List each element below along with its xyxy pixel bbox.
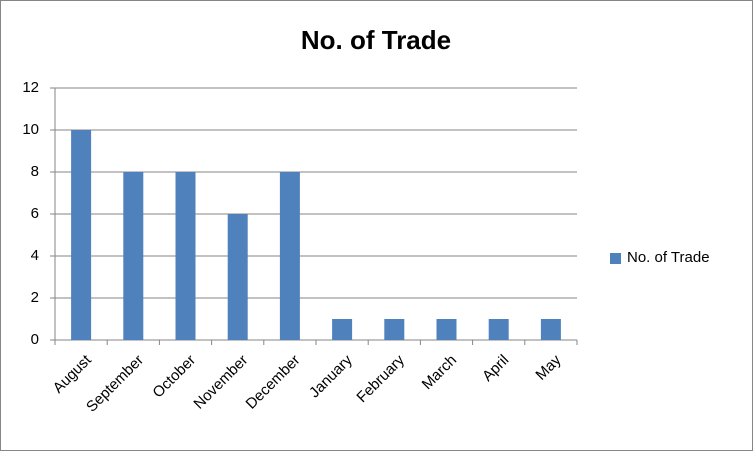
bar [332,319,353,340]
y-tick-label: 2 [31,289,39,306]
bar [123,172,144,340]
legend-label: No. of Trade [627,249,710,266]
y-tick-label: 10 [22,121,39,138]
bar [540,319,561,340]
bar [436,319,457,340]
bar [488,319,509,340]
y-tick-label: 6 [31,205,39,222]
y-tick-label: 0 [31,331,39,348]
bar [384,319,405,340]
chart-title: No. of Trade [301,25,451,55]
y-tick-label: 12 [22,79,39,96]
y-tick-label: 4 [31,247,39,264]
y-tick-label: 8 [31,163,39,180]
legend-swatch [610,253,621,264]
bar [227,214,248,340]
bar [175,172,196,340]
bar [279,172,300,340]
bar [71,130,92,340]
